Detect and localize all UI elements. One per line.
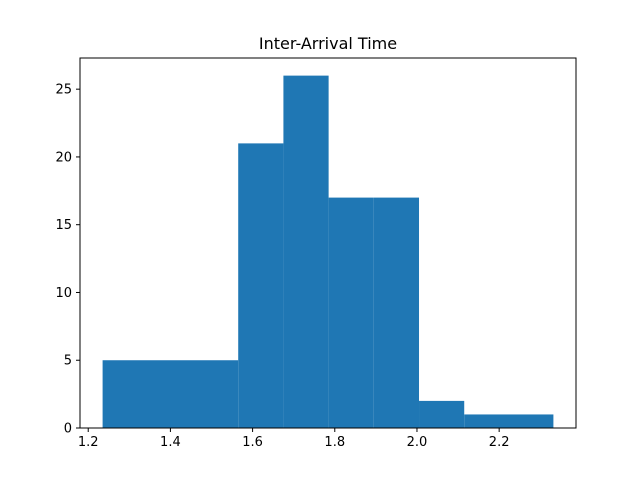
plot-frame: [79, 57, 577, 429]
x-tick-label: 2.2: [489, 435, 510, 450]
x-axis-ticks: 1.2 1.4 1.6 1.8 2.0 2.2: [78, 428, 510, 450]
x-tick-label: 1.2: [78, 435, 99, 450]
histogram-bar-6: [419, 400, 465, 428]
x-tick-label: 1.6: [242, 435, 263, 450]
y-axis-ticks: 0 5 10 15 20 25: [55, 83, 80, 437]
histogram-bar-5: [373, 197, 420, 428]
x-tick-label: 2.0: [407, 435, 428, 450]
y-tick-label: 15: [55, 218, 72, 233]
y-tick-label: 25: [55, 83, 72, 98]
x-tick-label: 1.8: [324, 435, 345, 450]
y-tick-label: 0: [64, 422, 72, 437]
y-tick-label: 20: [55, 150, 72, 165]
histogram-bar-3: [283, 75, 329, 428]
histogram-bar-4: [328, 197, 374, 428]
x-tick-label: 1.4: [160, 435, 181, 450]
chart-title: Inter-Arrival Time: [259, 34, 397, 53]
histogram-bar-1: [102, 360, 239, 428]
y-tick-label: 5: [64, 354, 72, 369]
histogram-bar-7: [464, 414, 554, 428]
y-tick-label: 10: [55, 286, 72, 301]
bars-group: [102, 75, 554, 428]
histogram-bar-2: [238, 143, 284, 428]
